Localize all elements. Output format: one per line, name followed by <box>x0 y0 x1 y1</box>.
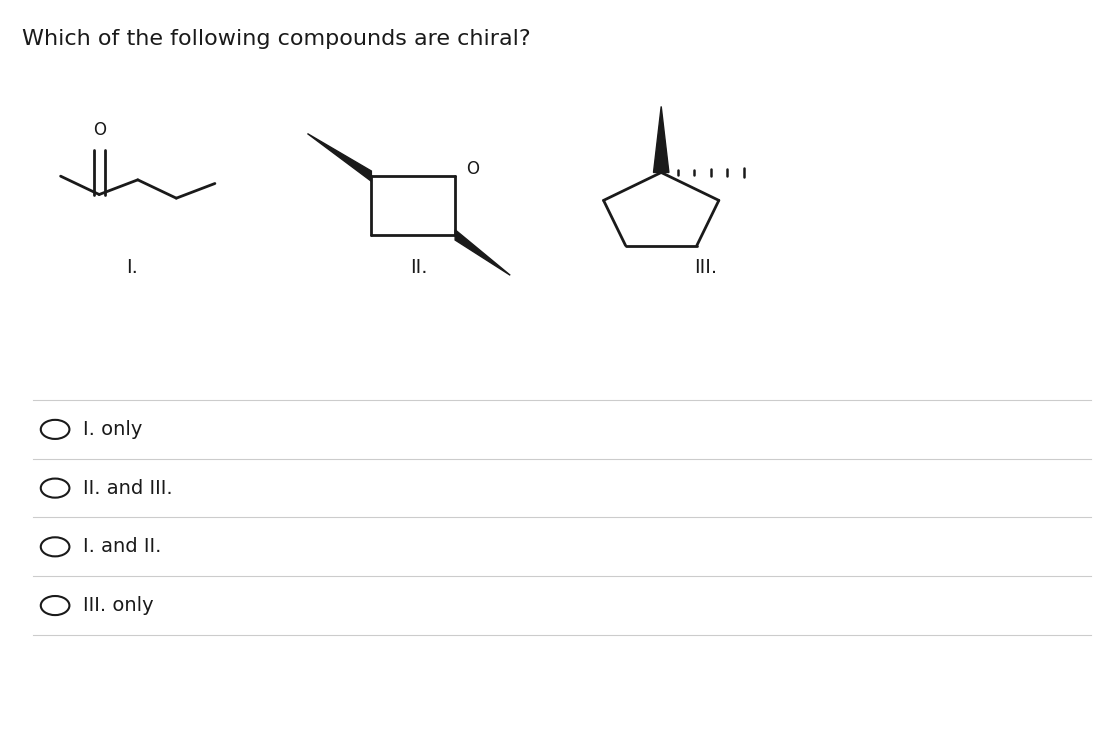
Polygon shape <box>307 134 371 181</box>
Polygon shape <box>455 230 510 275</box>
Text: Which of the following compounds are chiral?: Which of the following compounds are chi… <box>22 29 531 49</box>
Text: III. only: III. only <box>83 596 153 615</box>
Polygon shape <box>653 106 669 172</box>
Text: II.: II. <box>410 258 428 277</box>
Text: II. and III.: II. and III. <box>83 479 172 498</box>
Text: I.: I. <box>127 258 138 277</box>
Text: III.: III. <box>694 258 716 277</box>
Text: I. only: I. only <box>83 420 142 439</box>
Text: O: O <box>466 160 479 178</box>
Text: O: O <box>93 121 106 139</box>
Text: I. and II.: I. and II. <box>83 537 161 556</box>
